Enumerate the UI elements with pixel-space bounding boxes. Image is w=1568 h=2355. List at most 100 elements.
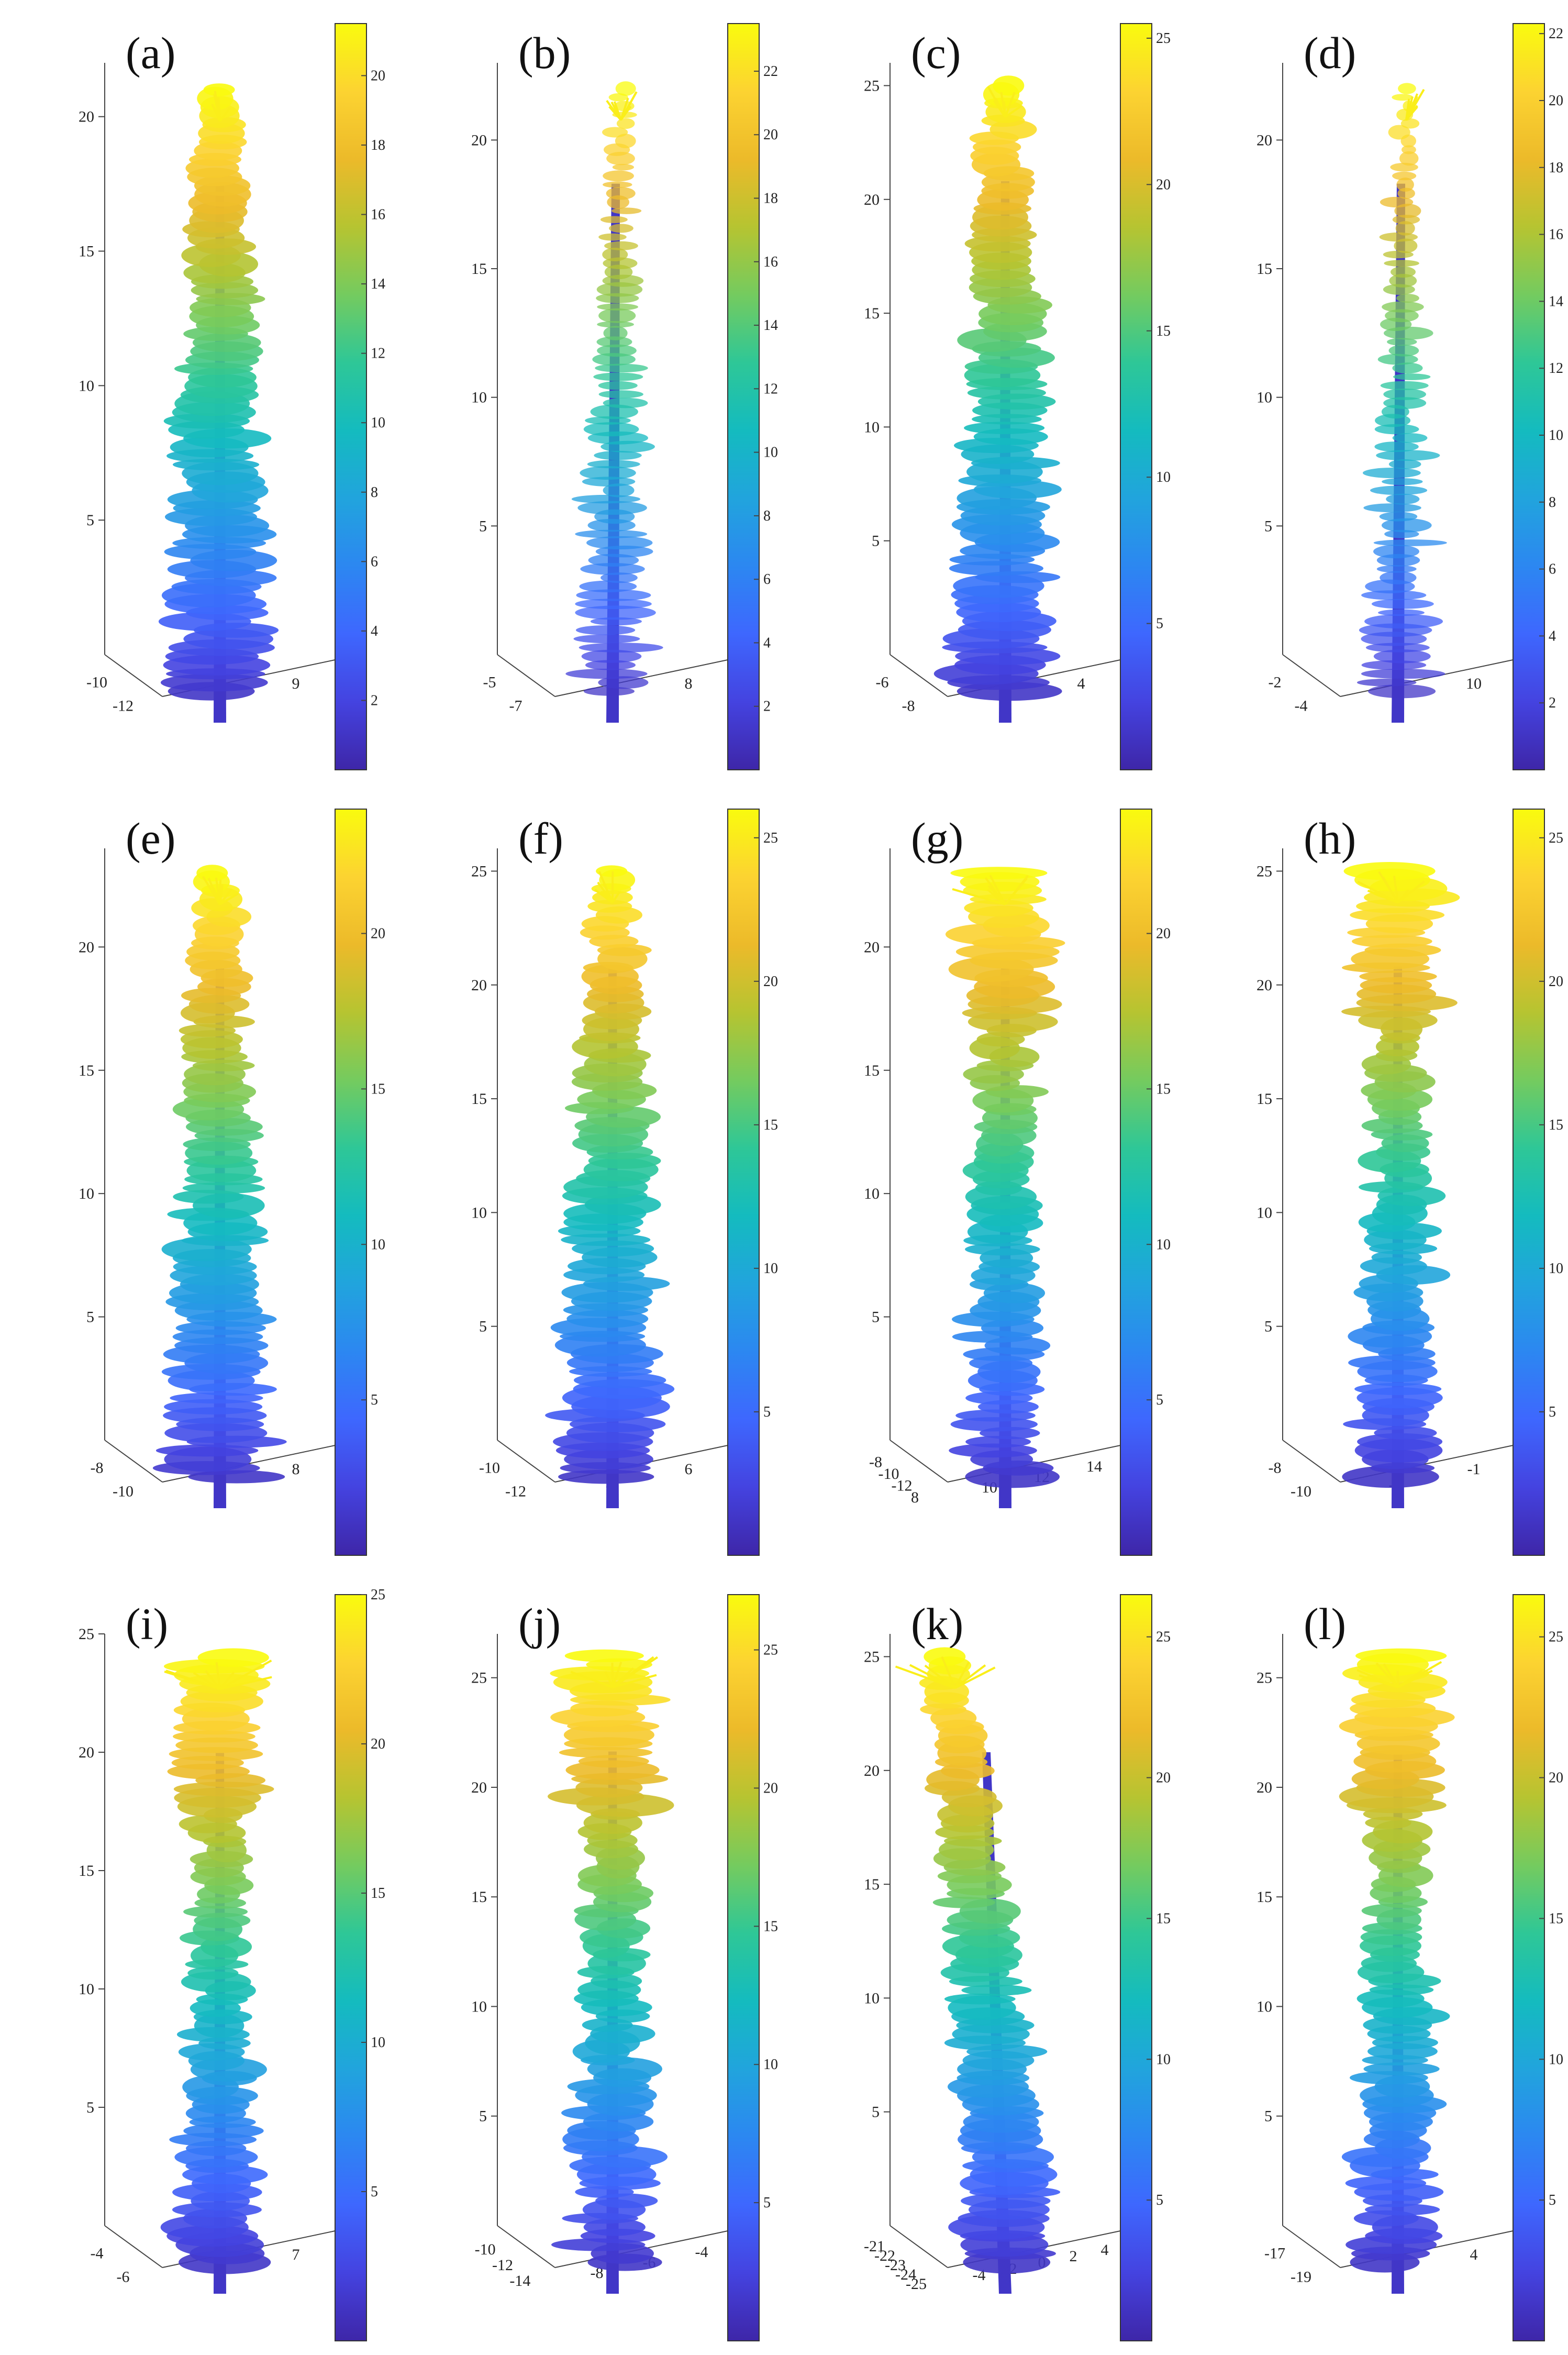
branch-cluster — [1368, 684, 1436, 699]
z-tick-label: 25 — [1256, 863, 1272, 880]
base-tick-label: 6 — [685, 1461, 693, 1478]
branch-cluster — [1380, 571, 1417, 584]
panel-label: (a) — [126, 28, 175, 78]
branch-cluster — [1376, 565, 1417, 573]
base-tick-label: -8 — [869, 1453, 882, 1471]
colorbar-tick-label: 5 — [1156, 1392, 1163, 1408]
branch-cluster — [1351, 935, 1432, 948]
panel-label: (i) — [126, 1599, 168, 1649]
base-tick-label: -17 — [1264, 2245, 1285, 2262]
x-axis-line — [1282, 654, 1341, 697]
z-tick-label: 15 — [79, 1062, 94, 1079]
crown-sprig — [987, 86, 1006, 118]
branch-cluster — [196, 865, 228, 881]
tree-point-cloud — [945, 867, 1065, 1508]
colorbar — [335, 24, 366, 770]
panel-k: (k)510152025-21-22-23-24-25-4-2024510152… — [864, 1594, 1171, 2341]
branch-cluster — [596, 336, 632, 348]
base-tick-label: 9 — [292, 675, 300, 692]
branch-cluster — [603, 483, 635, 497]
crown-sprig — [1393, 876, 1399, 903]
base-tick-label: -4 — [91, 2245, 104, 2262]
branch-cluster — [612, 164, 635, 171]
base-tick-label: -12 — [113, 698, 134, 715]
z-tick-label: 5 — [479, 517, 487, 535]
panel-label: (c) — [911, 28, 961, 78]
branch-cluster — [197, 1648, 269, 1667]
colorbar-tick-label: 20 — [1549, 93, 1563, 109]
crown-sprig — [219, 1676, 272, 1690]
colorbar-tick-label: 8 — [1549, 494, 1556, 511]
colorbar-tick-label: 25 — [1156, 30, 1171, 47]
base-tick-label: -10 — [479, 1460, 500, 1477]
branch-cluster — [1374, 424, 1419, 435]
z-tick-label: 25 — [471, 863, 487, 880]
branch-cluster — [595, 363, 648, 373]
crown-sprig — [941, 1656, 956, 1689]
z-tick-label: 10 — [471, 1998, 487, 2015]
colorbar-tick-label: 20 — [1156, 176, 1171, 193]
branch-cluster — [1399, 151, 1419, 166]
base-tick-label: -23 — [885, 2257, 906, 2274]
colorbar-frame — [1120, 23, 1152, 770]
base-tick-label: 4 — [1077, 675, 1085, 692]
colorbar-tick-label: 5 — [1549, 1404, 1556, 1420]
base-tick-label: 10 — [1466, 675, 1482, 692]
colorbar — [728, 1595, 759, 2341]
branch-cluster — [1398, 83, 1416, 94]
branch-cluster — [1356, 679, 1417, 687]
branch-cluster — [596, 865, 628, 877]
base-tick-label: -4 — [1295, 698, 1308, 715]
panel-label: (d) — [1304, 28, 1356, 78]
branch-cluster — [1343, 862, 1436, 880]
branch-cluster — [950, 1417, 1038, 1432]
z-tick-label: 15 — [471, 260, 487, 278]
colorbar-tick-label: 4 — [763, 635, 771, 651]
branch-cluster — [609, 224, 633, 233]
colorbar-frame — [335, 1594, 367, 2341]
colorbar-frame — [1513, 23, 1545, 770]
colorbar-tick-label: 20 — [1549, 974, 1563, 990]
x-axis-line — [104, 1440, 163, 1483]
colorbar-tick-label: 10 — [1156, 2051, 1171, 2067]
z-tick-label: 10 — [1256, 389, 1272, 406]
crown-sprig — [213, 94, 221, 121]
x-axis-line — [104, 654, 163, 697]
crown-sprig — [608, 106, 622, 121]
colorbar-tick-label: 14 — [1549, 293, 1563, 309]
branch-cluster — [583, 422, 639, 437]
z-tick-label: 5 — [479, 2108, 487, 2125]
colorbar-tick-label: 15 — [763, 1117, 778, 1133]
base-tick-label: -21 — [864, 2238, 885, 2255]
colorbar-tick-label: 15 — [1156, 323, 1171, 339]
base-tick-label: -14 — [509, 2272, 530, 2290]
z-tick-label: 5 — [872, 1309, 880, 1326]
branch-cluster — [1355, 1648, 1447, 1663]
colorbar-tick-label: 15 — [1549, 1910, 1563, 1927]
crown-sprig — [1004, 105, 1022, 118]
branch-cluster — [587, 460, 640, 469]
branch-cluster — [1380, 196, 1414, 208]
colorbar — [1513, 1595, 1544, 2341]
colorbar — [728, 809, 759, 1555]
branch-cluster — [187, 1966, 239, 1980]
branch-cluster — [944, 1993, 1016, 2005]
colorbar-frame — [1120, 1594, 1152, 2341]
z-tick-label: 5 — [1264, 2108, 1272, 2125]
branch-cluster — [1394, 238, 1418, 253]
colorbar — [1120, 1595, 1152, 2341]
z-tick-label: 5 — [86, 512, 94, 529]
colorbar-frame — [727, 809, 760, 1556]
branch-cluster — [1379, 232, 1418, 242]
panel-label: (j) — [518, 1599, 561, 1649]
branch-cluster — [575, 625, 636, 635]
crown-sprig — [219, 1672, 235, 1690]
x-axis-line — [104, 2225, 163, 2268]
z-tick-label: 5 — [872, 533, 880, 550]
colorbar-tick-label: 10 — [763, 1261, 778, 1277]
branch-cluster — [1401, 145, 1416, 154]
branch-cluster — [615, 134, 636, 149]
colorbar-tick-label: 5 — [763, 2195, 771, 2211]
